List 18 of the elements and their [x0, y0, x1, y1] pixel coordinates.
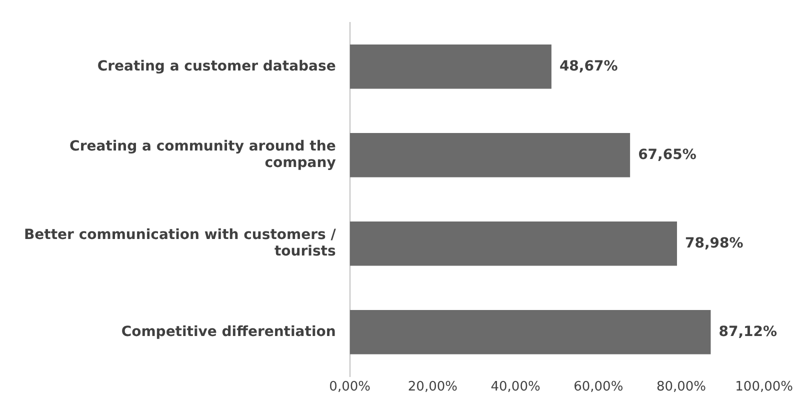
bar [350, 44, 552, 89]
x-tick-label: 0,00% [329, 380, 370, 395]
bar [350, 222, 678, 266]
bar [350, 310, 711, 354]
data-label: 78,98% [685, 235, 744, 252]
data-label: 48,67% [559, 58, 618, 74]
x-tick-label: 80,00% [656, 380, 706, 395]
x-tick-label: 100,00% [735, 380, 793, 395]
y-tick-label: Creating a community around the company [70, 138, 336, 172]
data-label: 87,12% [718, 324, 778, 340]
y-tick-label: Better communication with customers / tourists [24, 226, 337, 260]
x-tick-label: 20,00% [408, 380, 458, 395]
bar [350, 133, 630, 178]
x-tick-label: 40,00% [490, 380, 540, 395]
data-label: 67,65% [638, 146, 696, 163]
x-tick-label: 60,00% [574, 380, 624, 395]
y-tick-label: Competitive differentiation [121, 324, 336, 340]
y-tick-label: Creating a customer database [97, 58, 336, 74]
